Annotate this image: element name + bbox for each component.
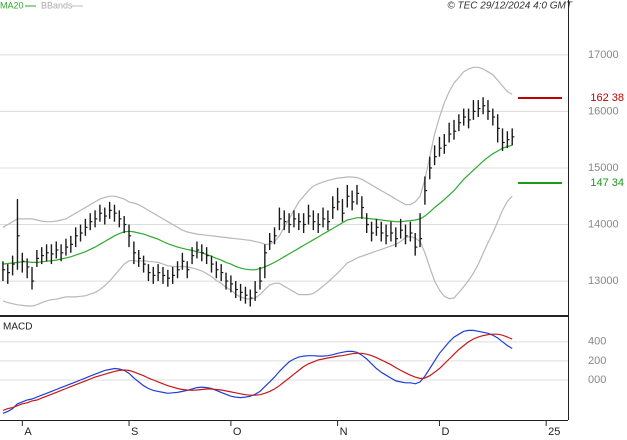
credit: © TEC 29/12/2024 4:0 GMT (447, 1, 573, 12)
macd-title: MACD (3, 322, 32, 333)
y-tick-label: 200 (588, 355, 606, 367)
legend-ma20: MA20 (0, 0, 24, 10)
macd-line (2, 333, 513, 412)
x-tick-label: 25 (548, 426, 560, 438)
band-lower (2, 195, 513, 307)
x-tick-label: N (340, 426, 348, 438)
legend-bbands: BBands (41, 0, 73, 10)
x-tick-label: D (441, 426, 449, 438)
y-tick-label: 16000 (588, 105, 619, 117)
y-tick-label: 000 (588, 374, 606, 386)
price-label: 147 34 (590, 177, 624, 189)
x-tick-label: A (24, 426, 32, 438)
x-tick-label: S (131, 426, 138, 438)
band-upper (2, 66, 513, 245)
y-tick-label: 15000 (588, 162, 619, 174)
y-tick-label: 13000 (588, 275, 619, 287)
macd-line (2, 329, 513, 414)
y-tick-label: 14000 (588, 218, 619, 230)
x-tick-label: O (233, 426, 242, 438)
price-label: 162 38 (590, 92, 624, 104)
y-tick-label: 400 (588, 336, 606, 348)
y-tick-label: 17000 (588, 49, 619, 61)
ma-line (2, 144, 513, 271)
